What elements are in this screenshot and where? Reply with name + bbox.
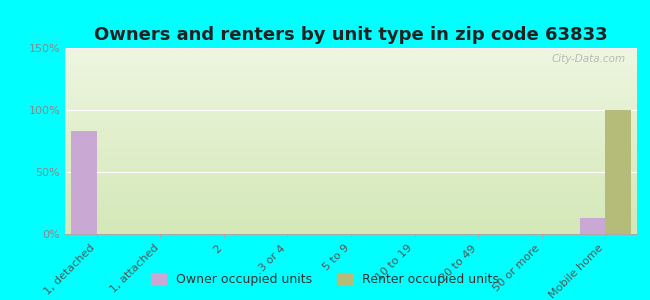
Bar bbox=[605, 110, 630, 234]
Legend: Owner occupied units, Renter occupied units: Owner occupied units, Renter occupied un… bbox=[146, 268, 504, 291]
Title: Owners and renters by unit type in zip code 63833: Owners and renters by unit type in zip c… bbox=[94, 26, 608, 44]
Bar bbox=[72, 131, 97, 234]
Bar bbox=[580, 218, 605, 234]
Text: City-Data.com: City-Data.com bbox=[551, 54, 625, 64]
